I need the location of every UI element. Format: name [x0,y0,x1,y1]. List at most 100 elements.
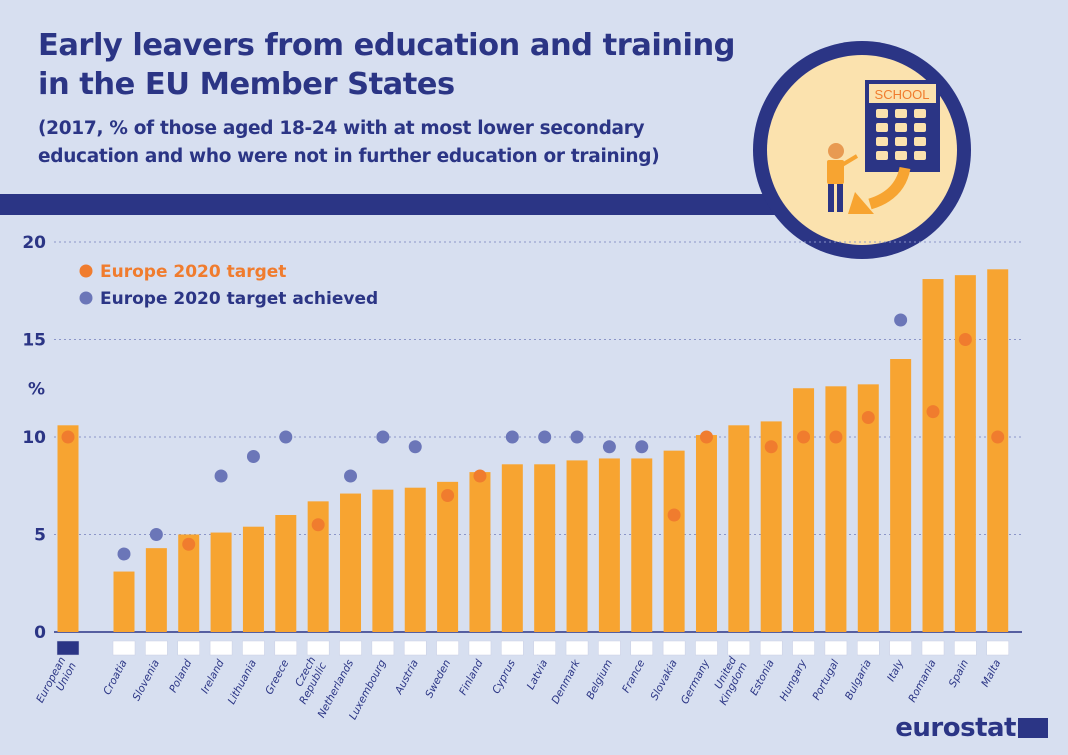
country-flag-icon [306,640,330,656]
x-tick-label: Slovakia [648,658,679,703]
x-tick-label-group: Spain [947,658,971,690]
page-subtitle: (2017, % of those aged 18-24 with at mos… [38,115,660,171]
bar [663,450,685,632]
target-marker [61,430,75,444]
target-marker [958,333,972,346]
page-title: Early leavers from education and trainin… [38,26,736,104]
title-line-1: Early leavers from education and trainin… [38,28,736,63]
bar [501,464,523,632]
country-flag-icon [889,640,912,656]
x-tick-label-group: Hungary [778,657,810,703]
x-tick-label: Portugal [810,658,841,702]
target-achieved-marker [149,528,163,541]
target-marker [441,489,455,502]
bar [145,548,167,632]
bar [922,279,944,632]
x-tick-label: Estonia [748,658,777,698]
x-tick-label-group: Denmark [549,657,583,706]
x-tick-label-group: Portugal [810,658,841,702]
x-tick-label: Denmark [549,657,583,706]
legend-label: Europe 2020 target [100,262,286,282]
target-achieved-marker [214,469,228,483]
target-achieved-marker [376,430,390,444]
x-tick-label-group: Italy [885,657,907,683]
x-tick-label-group: Lithuania [226,658,259,707]
x-tick-label: Austria [392,658,420,697]
target-achieved-marker [570,430,584,444]
bar [437,481,459,632]
x-tick-label: Hungary [778,657,810,703]
legend-marker [79,291,93,305]
x-tick-label-group: Bulgaria [843,658,874,702]
country-flag-icon [598,640,621,656]
x-tick-label: Italy [885,657,907,683]
x-tick-label: Poland [167,657,194,694]
country-flag-icon [759,640,783,656]
y-tick-label: 5 [34,526,46,546]
bar [728,425,750,632]
country-flag-icon [857,640,880,656]
bar [210,532,232,632]
x-tick-label: Germany [679,657,713,706]
x-tick-label-group: Romania [906,658,938,705]
x-tick-label-group: Latvia [525,658,551,692]
country-flag-icon [112,640,136,656]
x-tick-label-group: Germany [679,657,713,706]
x-tick-label: Slovenia [130,658,162,703]
x-tick-label-group: Belgium [584,658,615,702]
x-tick-label-group: Slovakia [648,658,679,703]
country-flag-icon [501,640,524,656]
bar [178,534,200,632]
y-tick-label: 0 [34,623,46,643]
target-marker [311,518,325,532]
y-axis-label: % [28,379,45,399]
target-marker [699,430,713,444]
x-tick-label: Sweden [423,658,453,700]
target-marker [991,430,1005,444]
x-tick-label-group: Sweden [423,658,453,700]
bar [113,571,135,632]
x-tick-label: Finland [457,657,486,697]
target-marker [926,405,940,419]
y-tick-label: 10 [22,428,46,448]
target-achieved-marker [894,313,908,327]
y-tick-label: 15 [22,331,46,351]
target-achieved-marker [602,440,616,454]
target-marker [829,430,843,444]
country-flag-icon [242,640,265,656]
country-flag-icon [565,640,589,656]
country-flag-icon [371,640,395,656]
target-marker [667,508,681,522]
bar [57,425,79,632]
bar [469,472,491,632]
country-flag-icon [533,640,556,656]
target-achieved-marker [635,440,649,454]
bar [372,489,394,632]
country-flag-icon [824,640,848,656]
country-flag-icon [986,640,1009,656]
y-tick-label: 20 [22,233,46,253]
country-flag-icon [177,640,200,656]
target-marker [473,469,487,483]
target-marker [182,537,196,551]
country-flag-icon [145,640,168,656]
country-flag-icon [662,640,686,656]
target-achieved-marker [279,430,293,444]
subtitle-line-2: education and who were not in further ed… [38,146,660,167]
country-flag-icon [339,640,362,656]
x-tick-label-group: Slovenia [130,658,162,703]
bar [695,435,717,632]
x-tick-label-group: Poland [167,657,194,694]
country-flag-icon [403,640,427,656]
x-tick-label: Latvia [525,658,551,692]
country-flag-icon [792,640,815,656]
target-achieved-marker [408,440,422,454]
country-flag-icon [209,640,233,656]
bar [534,464,556,632]
eu-flag-icon [1018,718,1048,738]
bar [987,269,1009,632]
x-tick-label: Bulgaria [843,658,874,702]
x-tick-label: Cyprus [490,657,518,695]
